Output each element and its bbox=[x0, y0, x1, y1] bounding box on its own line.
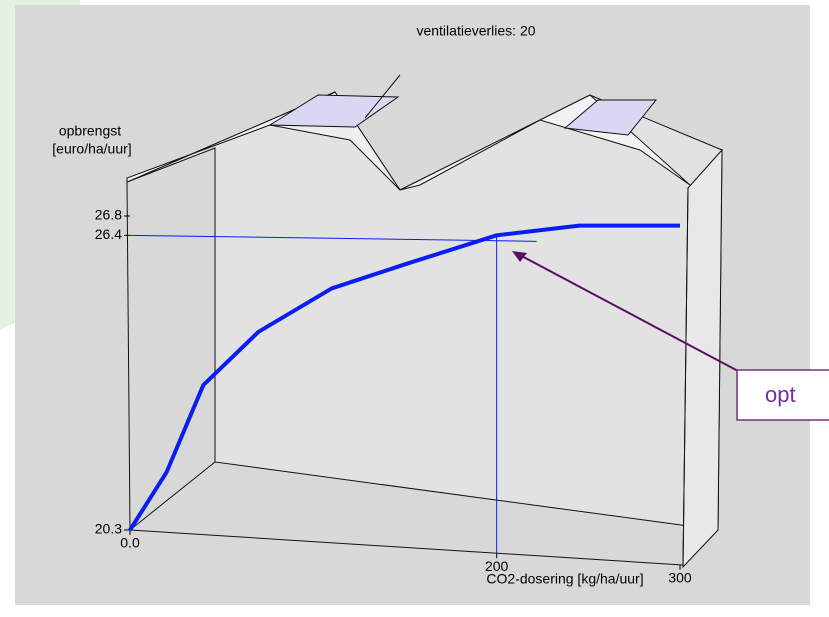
x-tick-label: 0.0 bbox=[120, 535, 140, 551]
arrow-head bbox=[512, 251, 527, 262]
roof-window bbox=[563, 99, 658, 136]
roof bbox=[399, 94, 691, 191]
x-tick-label: 300 bbox=[668, 570, 692, 586]
curve bbox=[128, 223, 680, 532]
roof-window bbox=[268, 94, 400, 128]
annotation-arrow bbox=[515, 252, 739, 372]
x-label: CO2-dosering [kg/ha/uur] bbox=[486, 571, 643, 587]
edge bbox=[682, 187, 689, 566]
edge bbox=[129, 529, 684, 566]
y-tick-label: 26.4 bbox=[95, 226, 122, 242]
window-rod bbox=[364, 74, 401, 119]
annotation-text: opt bbox=[765, 382, 796, 407]
annotation-box bbox=[736, 369, 829, 421]
y-label: [euro/ha/uur] bbox=[52, 141, 131, 157]
edge bbox=[129, 461, 216, 531]
crosshair-h bbox=[129, 234, 537, 242]
y-tick-label: 20.3 bbox=[95, 521, 122, 537]
y-tick-label: 26.8 bbox=[95, 207, 122, 223]
y-label: opbrengst bbox=[59, 123, 121, 139]
edge bbox=[126, 181, 131, 531]
chart-title: ventilatieverlies: 20 bbox=[416, 23, 535, 39]
x-tick-label: 200 bbox=[485, 558, 509, 574]
